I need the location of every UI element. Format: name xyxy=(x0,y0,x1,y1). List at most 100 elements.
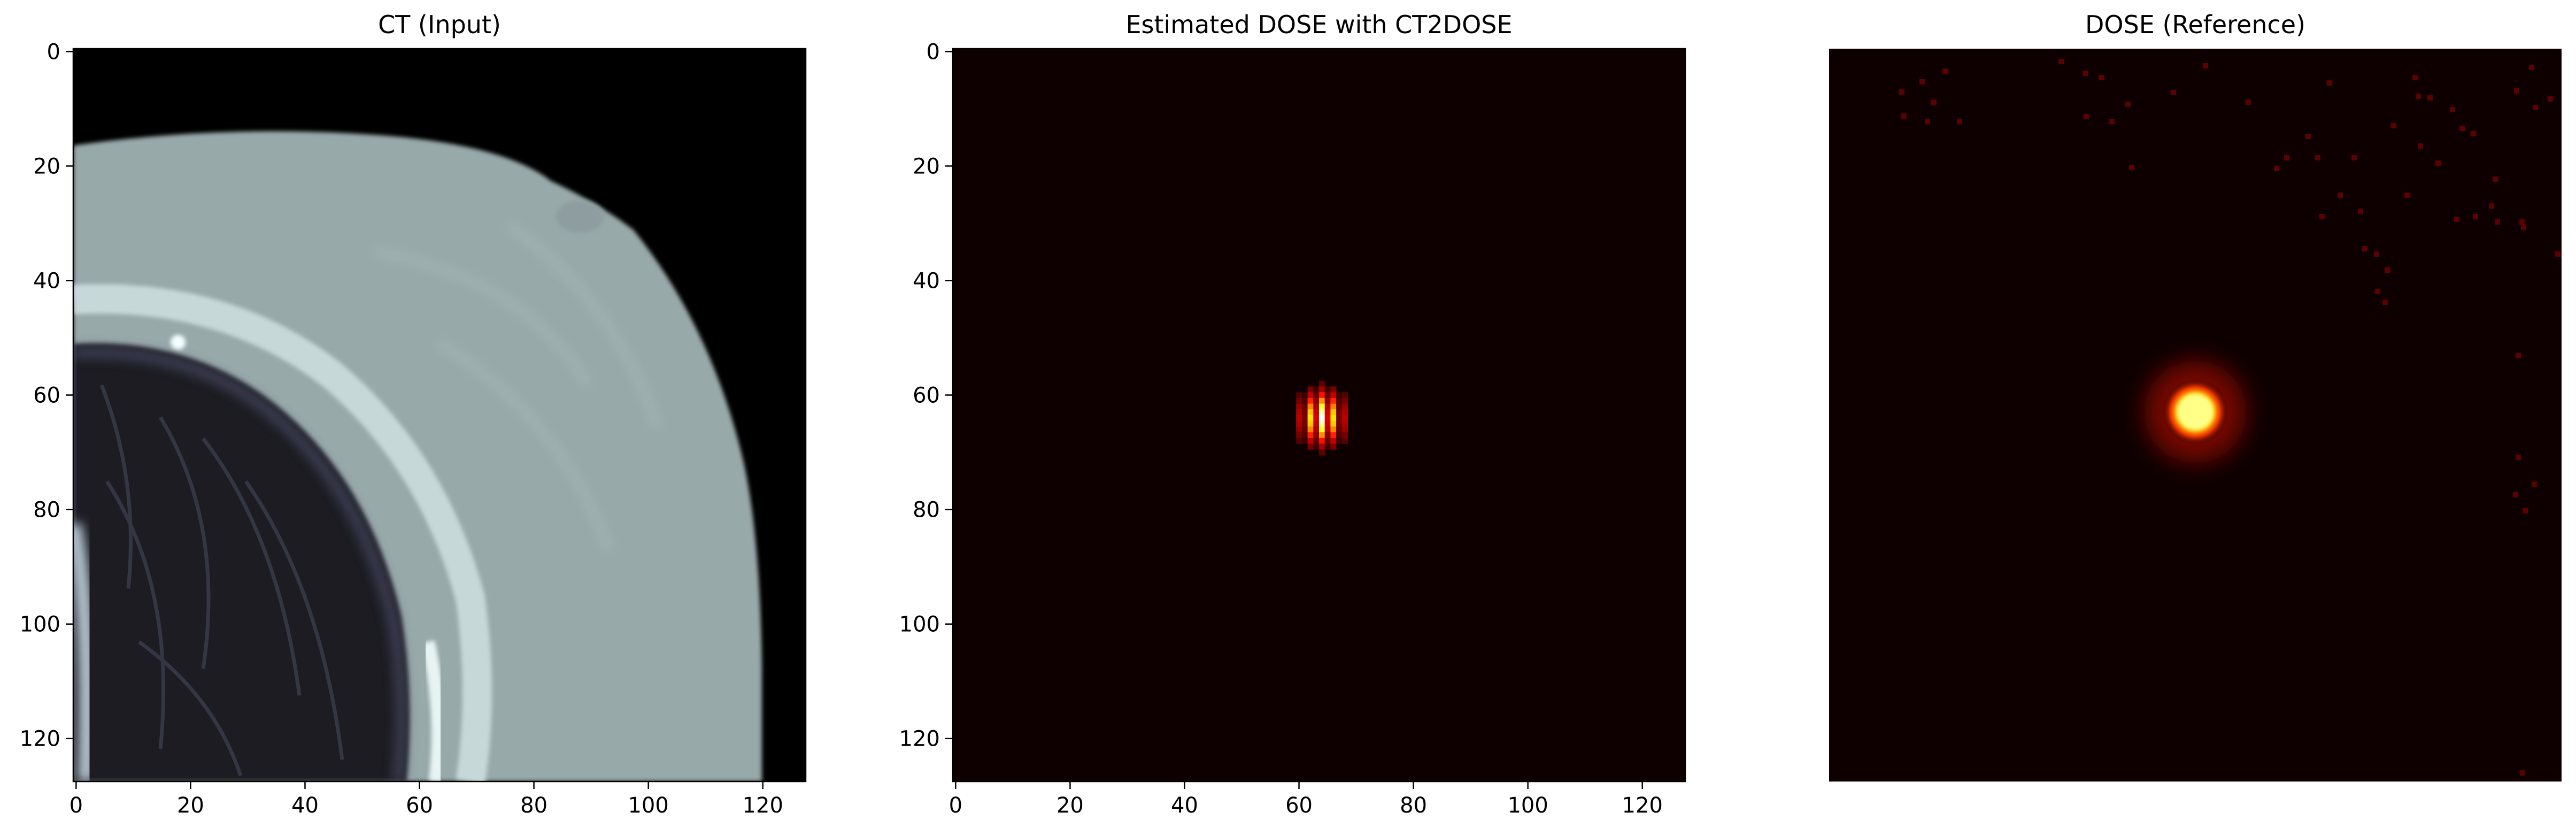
dose-voxel xyxy=(1319,426,1325,433)
y-tick-label: 100 xyxy=(20,612,60,637)
dose-voxel xyxy=(1301,392,1308,399)
y-tick: 100 xyxy=(20,612,73,637)
dose-voxel xyxy=(1301,426,1308,433)
noise-speckle xyxy=(2375,289,2380,294)
x-tick-label: 100 xyxy=(1507,793,1548,818)
ct-medial-edge xyxy=(73,523,95,782)
noise-speckle xyxy=(2391,123,2396,128)
dose-voxel xyxy=(1336,415,1343,422)
noise-speckle xyxy=(2516,455,2521,460)
dose-voxel xyxy=(1324,397,1331,404)
dose-voxel xyxy=(1307,420,1314,427)
y-tick-label: 120 xyxy=(20,727,60,752)
estimated-dose-image xyxy=(953,49,1685,782)
dose-voxel xyxy=(1330,438,1337,445)
dose-voxel xyxy=(1307,432,1314,439)
dose-voxel xyxy=(1307,438,1314,445)
noise-speckle xyxy=(1919,79,1925,85)
dose-voxel xyxy=(1330,443,1337,450)
dose-voxel xyxy=(1324,409,1331,416)
dose-voxel xyxy=(1319,403,1325,410)
noise-speckle xyxy=(2416,94,2421,99)
x-tick-label: 40 xyxy=(291,793,319,818)
noise-speckle xyxy=(2427,95,2433,101)
noise-speckle xyxy=(1957,119,1962,124)
noise-speckle xyxy=(2374,251,2379,257)
axes-frame xyxy=(952,48,1686,783)
x-tick-label: 60 xyxy=(406,793,433,818)
noise-speckle xyxy=(2358,209,2363,214)
y-tick-label: 80 xyxy=(913,498,940,523)
noise-speckle xyxy=(2435,160,2441,166)
x-tick-label: 60 xyxy=(1285,793,1313,818)
dose-voxel xyxy=(1336,403,1343,410)
noise-speckle xyxy=(2058,59,2064,64)
dose-voxel xyxy=(1313,420,1320,427)
noise-speckle xyxy=(2533,105,2538,110)
dose-voxel xyxy=(1324,432,1331,439)
dose-voxel xyxy=(1330,420,1337,427)
noise-speckle xyxy=(2516,353,2521,358)
dose-voxel xyxy=(1324,386,1331,393)
x-tick: 60 xyxy=(406,782,433,818)
noise-speckle xyxy=(2471,131,2476,136)
y-ticks: 0 20 40 60 80 100 120 xyxy=(20,40,73,752)
dose-voxel xyxy=(1324,420,1331,427)
dose-voxel xyxy=(1313,426,1320,433)
dose-voxel xyxy=(1341,426,1348,433)
noise-speckle xyxy=(2548,96,2553,102)
dose-voxel xyxy=(1301,409,1308,416)
y-tick: 20 xyxy=(913,154,953,179)
noise-speckle xyxy=(2284,155,2289,160)
x-tick-label: 100 xyxy=(628,793,668,818)
y-tick-label: 40 xyxy=(913,269,940,293)
dose-voxel xyxy=(1341,432,1348,439)
dose-voxel xyxy=(1330,432,1337,439)
x-tick: 120 xyxy=(1622,782,1663,818)
noise-speckle xyxy=(1942,68,1948,74)
dose-voxel xyxy=(1330,409,1337,416)
x-tick-label: 20 xyxy=(177,793,204,818)
y-tick-label: 0 xyxy=(927,40,940,64)
reference-dose-image xyxy=(1829,49,2562,782)
y-tick-label: 100 xyxy=(899,612,940,637)
noise-speckle xyxy=(2203,63,2208,68)
estimated-hotspot xyxy=(1296,380,1348,456)
noise-speckle xyxy=(2454,217,2459,222)
noise-speckle xyxy=(2418,143,2423,149)
y-tick: 80 xyxy=(913,498,953,523)
x-tick: 120 xyxy=(743,782,783,818)
dose-voxel xyxy=(1296,392,1302,399)
dose-voxel xyxy=(1301,403,1308,410)
dose-voxel xyxy=(1313,397,1320,404)
noise-speckle xyxy=(2084,114,2089,119)
noise-speckle xyxy=(2521,225,2526,230)
axes-frame xyxy=(72,48,807,783)
x-tick-label: 20 xyxy=(1056,793,1084,818)
dose-voxel xyxy=(1319,438,1325,445)
dose-voxel xyxy=(1341,438,1348,445)
dose-voxel xyxy=(1319,415,1325,422)
dose-voxel xyxy=(1313,443,1320,450)
dose-voxel xyxy=(1319,420,1325,427)
noise-speckle xyxy=(2351,155,2357,160)
noise-speckle xyxy=(2338,193,2343,198)
panel-title: Estimated DOSE with CT2DOSE xyxy=(1125,10,1512,39)
noise-speckle xyxy=(2382,300,2388,305)
dose-voxel xyxy=(1324,392,1331,399)
dose-voxel xyxy=(1296,403,1302,410)
dose-voxel xyxy=(1307,392,1314,399)
dose-voxel xyxy=(1324,403,1331,410)
dose-voxel xyxy=(1330,397,1337,404)
dose-voxel xyxy=(1330,403,1337,410)
x-tick: 0 xyxy=(949,782,962,818)
dose-voxel xyxy=(1301,415,1308,422)
x-tick: 20 xyxy=(1056,782,1084,818)
dose-voxel xyxy=(1313,432,1320,439)
ct-lung-vessels xyxy=(99,384,344,777)
x-tick: 40 xyxy=(291,782,319,818)
dose-voxel xyxy=(1313,386,1320,393)
x-tick: 100 xyxy=(628,782,669,818)
dose-voxel xyxy=(1296,397,1302,404)
